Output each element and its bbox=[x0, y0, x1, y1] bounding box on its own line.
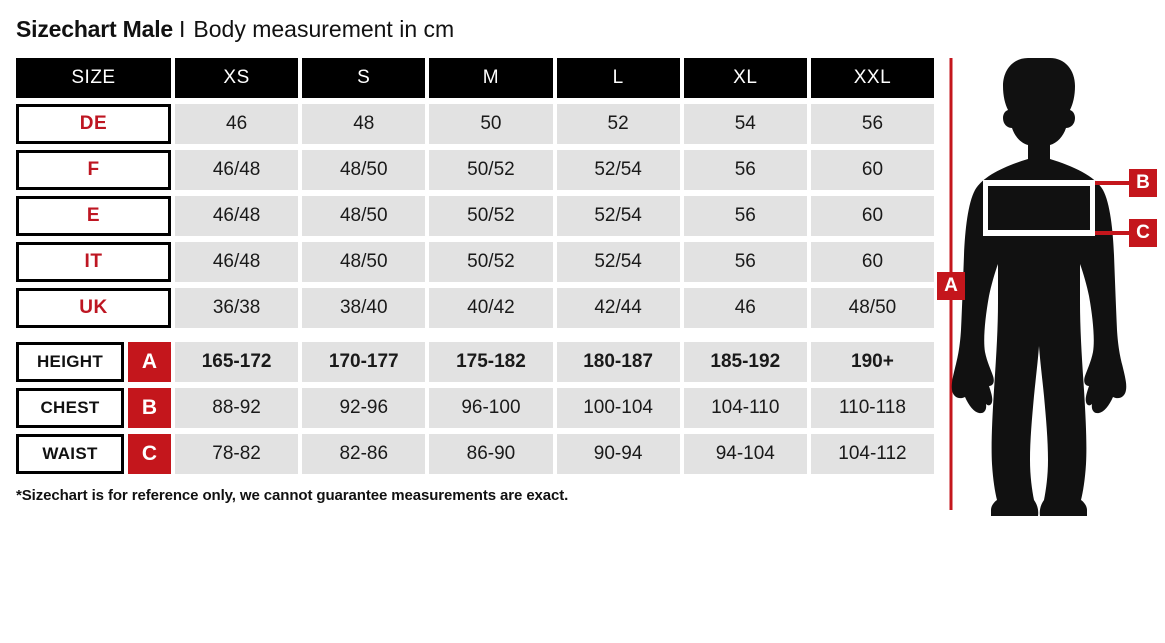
badge-a: A bbox=[128, 342, 171, 382]
figure-badge-a: A bbox=[937, 272, 965, 300]
waist-measure-band bbox=[983, 230, 1095, 236]
cell-it-xxl: 60 bbox=[810, 242, 935, 282]
cell-it-m: 50/52 bbox=[429, 242, 553, 282]
table-row: DE 46 48 50 52 54 56 bbox=[16, 104, 935, 144]
cell-de-l: 52 bbox=[556, 104, 680, 144]
page-title-separator: I bbox=[179, 16, 186, 42]
cell-f-xl: 56 bbox=[683, 150, 807, 190]
cell-waist-m: 86-90 bbox=[429, 434, 553, 474]
row-label-chest: CHEST bbox=[16, 388, 124, 428]
cell-height-s: 170-177 bbox=[302, 342, 426, 382]
badge-b: B bbox=[128, 388, 171, 428]
cell-uk-xxl: 48/50 bbox=[810, 288, 935, 328]
table-row: UK 36/38 38/40 40/42 42/44 46 48/50 bbox=[16, 288, 935, 328]
cell-f-l: 52/54 bbox=[556, 150, 680, 190]
page-title: Sizechart Male I Body measurement in cm bbox=[16, 14, 454, 44]
cell-de-s: 48 bbox=[302, 104, 426, 144]
footnote-text: *Sizechart is for reference only, we can… bbox=[16, 487, 569, 504]
cell-height-xs: 165-172 bbox=[175, 342, 299, 382]
badge-c: C bbox=[128, 434, 171, 474]
cell-waist-xl: 94-104 bbox=[683, 434, 807, 474]
cell-it-s: 48/50 bbox=[302, 242, 426, 282]
table-row: IT 46/48 48/50 50/52 52/54 56 60 bbox=[16, 242, 935, 282]
header-cell-size: SIZE bbox=[16, 58, 171, 98]
figure-badge-c: C bbox=[1129, 219, 1157, 247]
table-row: WAIST C 78-82 82-86 86-90 90-94 94-104 1… bbox=[16, 434, 935, 474]
male-silhouette-icon bbox=[951, 58, 1127, 516]
cell-waist-xxl: 104-112 bbox=[810, 434, 935, 474]
table-row: E 46/48 48/50 50/52 52/54 56 60 bbox=[16, 196, 935, 236]
cell-uk-m: 40/42 bbox=[429, 288, 553, 328]
chest-measure-band bbox=[983, 180, 1095, 230]
row-label-uk: UK bbox=[16, 288, 171, 328]
table-row: CHEST B 88-92 92-96 96-100 100-104 104-1… bbox=[16, 388, 935, 428]
figure-badge-b: B bbox=[1129, 169, 1157, 197]
cell-height-xl: 185-192 bbox=[683, 342, 807, 382]
cell-e-s: 48/50 bbox=[302, 196, 426, 236]
size-chart-table: SIZE XS S M L XL XXL DE 46 48 50 52 54 5… bbox=[16, 58, 935, 480]
cell-waist-xs: 78-82 bbox=[175, 434, 299, 474]
table-header-row: SIZE XS S M L XL XXL bbox=[16, 58, 935, 98]
row-label-f: F bbox=[16, 150, 171, 190]
cell-uk-xs: 36/38 bbox=[175, 288, 299, 328]
header-cell-xs: XS bbox=[175, 58, 299, 98]
cell-f-m: 50/52 bbox=[429, 150, 553, 190]
cell-de-xs: 46 bbox=[175, 104, 299, 144]
cell-chest-l: 100-104 bbox=[556, 388, 680, 428]
page-title-main: Sizechart Male bbox=[16, 16, 173, 42]
row-label-de: DE bbox=[16, 104, 171, 144]
cell-e-xxl: 60 bbox=[810, 196, 935, 236]
header-cell-xxl: XXL bbox=[810, 58, 935, 98]
cell-height-xxl: 190+ bbox=[810, 342, 935, 382]
cell-e-xs: 46/48 bbox=[175, 196, 299, 236]
header-cell-s: S bbox=[302, 58, 426, 98]
cell-it-l: 52/54 bbox=[556, 242, 680, 282]
cell-height-m: 175-182 bbox=[429, 342, 553, 382]
cell-f-s: 48/50 bbox=[302, 150, 426, 190]
cell-chest-xs: 88-92 bbox=[175, 388, 299, 428]
cell-de-xxl: 56 bbox=[810, 104, 935, 144]
table-row: HEIGHT A 165-172 170-177 175-182 180-187… bbox=[16, 342, 935, 382]
cell-e-xl: 56 bbox=[683, 196, 807, 236]
cell-f-xxl: 60 bbox=[810, 150, 935, 190]
header-cell-l: L bbox=[556, 58, 680, 98]
cell-it-xl: 56 bbox=[683, 242, 807, 282]
cell-chest-s: 92-96 bbox=[302, 388, 426, 428]
cell-it-xs: 46/48 bbox=[175, 242, 299, 282]
header-cell-m: M bbox=[429, 58, 553, 98]
row-label-waist: WAIST bbox=[16, 434, 124, 474]
cell-height-l: 180-187 bbox=[556, 342, 680, 382]
cell-waist-l: 90-94 bbox=[556, 434, 680, 474]
table-row: F 46/48 48/50 50/52 52/54 56 60 bbox=[16, 150, 935, 190]
cell-e-l: 52/54 bbox=[556, 196, 680, 236]
page-title-subtitle: Body measurement in cm bbox=[193, 16, 455, 42]
cell-chest-m: 96-100 bbox=[429, 388, 553, 428]
cell-uk-xl: 46 bbox=[683, 288, 807, 328]
row-label-it: IT bbox=[16, 242, 171, 282]
cell-chest-xl: 104-110 bbox=[683, 388, 807, 428]
cell-f-xs: 46/48 bbox=[175, 150, 299, 190]
row-label-height: HEIGHT bbox=[16, 342, 124, 382]
body-measurement-diagram: A B C bbox=[935, 40, 1165, 530]
cell-e-m: 50/52 bbox=[429, 196, 553, 236]
cell-de-m: 50 bbox=[429, 104, 553, 144]
cell-uk-l: 42/44 bbox=[556, 288, 680, 328]
cell-waist-s: 82-86 bbox=[302, 434, 426, 474]
cell-uk-s: 38/40 bbox=[302, 288, 426, 328]
cell-chest-xxl: 110-118 bbox=[810, 388, 935, 428]
cell-de-xl: 54 bbox=[683, 104, 807, 144]
header-cell-xl: XL bbox=[683, 58, 807, 98]
row-label-e: E bbox=[16, 196, 171, 236]
